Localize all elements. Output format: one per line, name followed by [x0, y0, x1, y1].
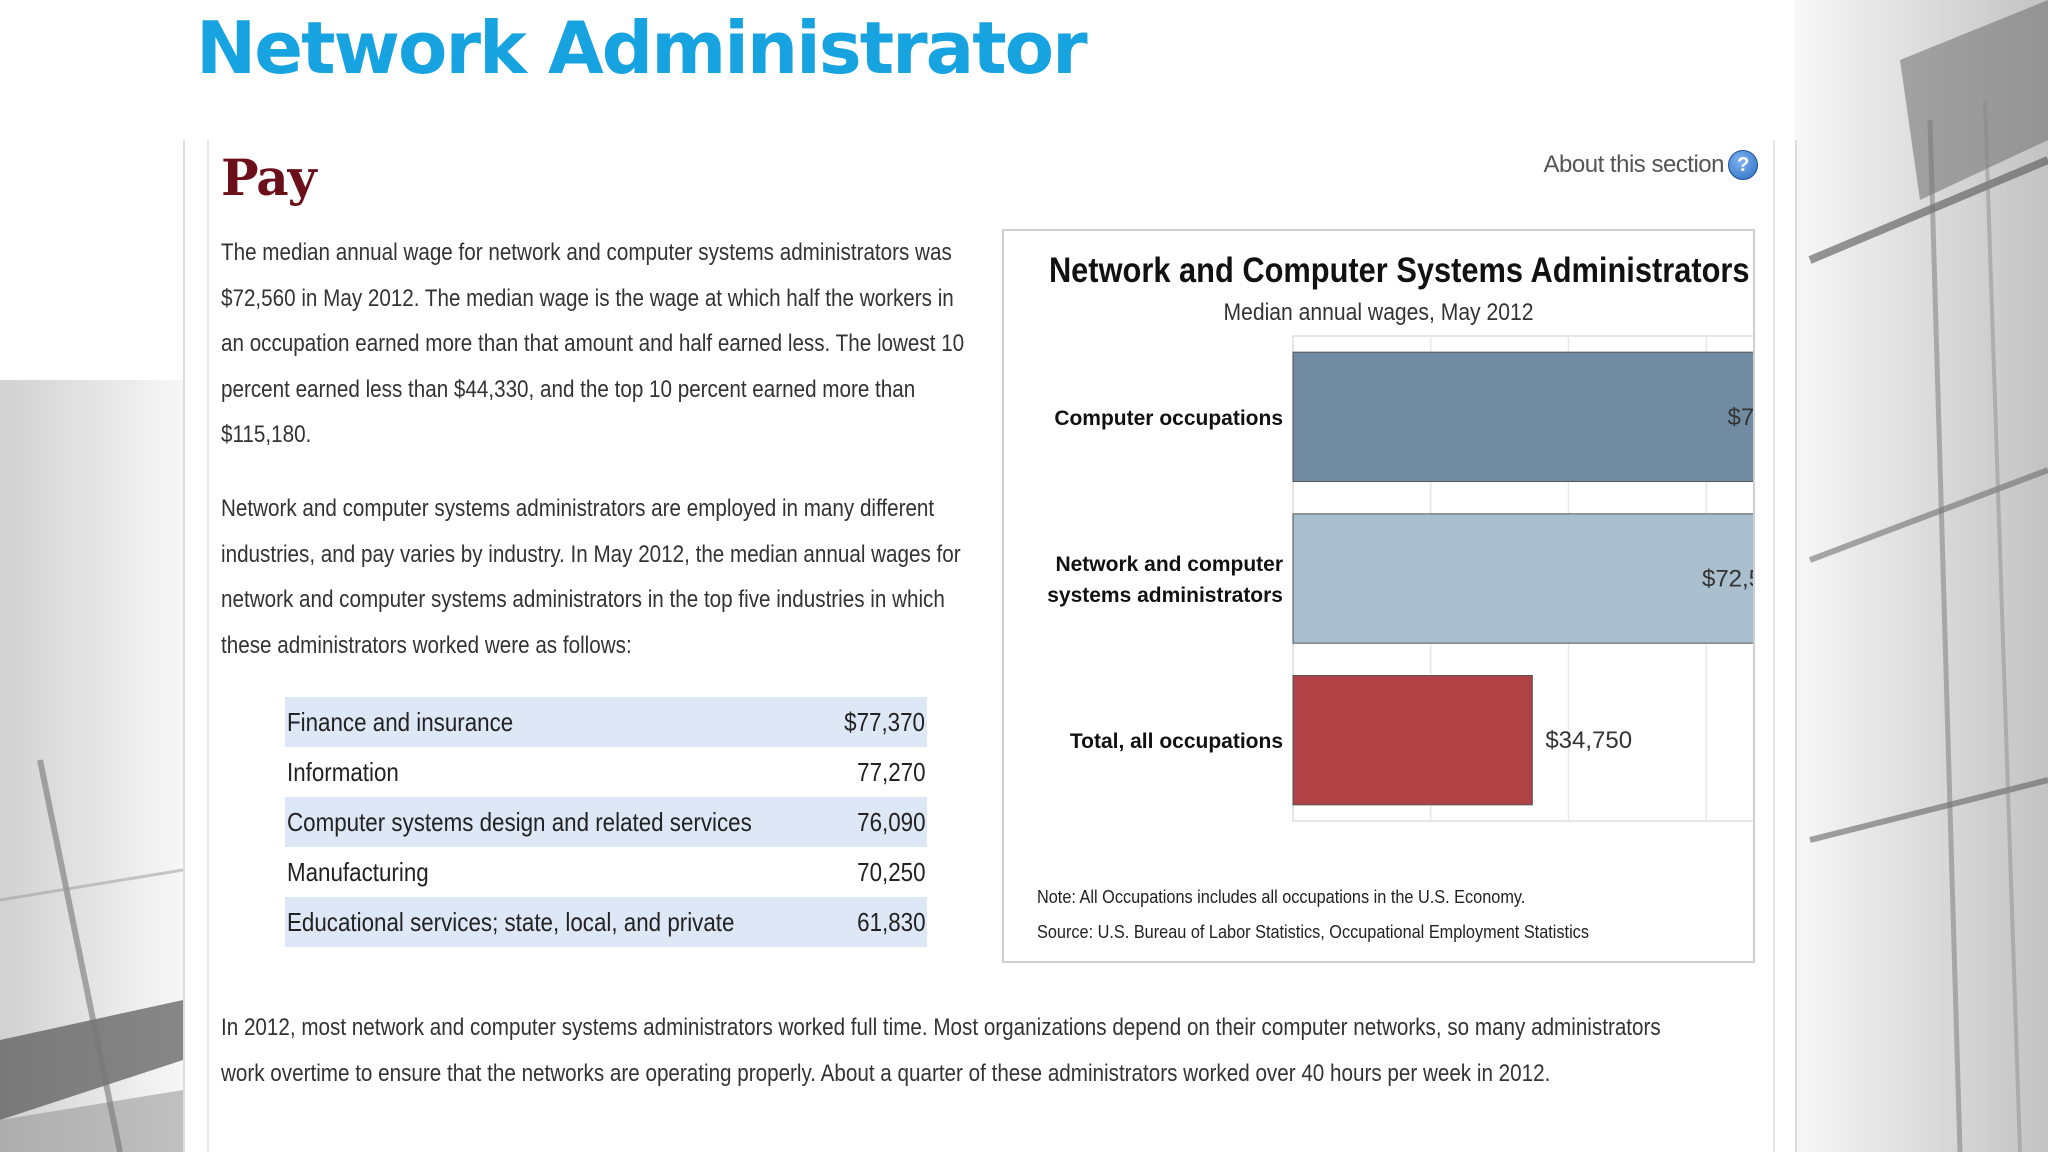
- wage-paragraph: The median annual wage for network and c…: [221, 239, 965, 448]
- table-row: Finance and insurance $77,370: [285, 697, 928, 747]
- industry-cell: Finance and insurance: [285, 697, 830, 747]
- bar: [1292, 675, 1533, 806]
- bar-value-label: $76,270: [1728, 404, 1753, 431]
- wage-cell: $77,370: [829, 697, 928, 747]
- wage-cell: 76,090: [829, 797, 928, 847]
- industry-cell: Computer systems design and related serv…: [285, 797, 830, 847]
- bar-value-label: $34,750: [1545, 727, 1632, 754]
- panel-border: [207, 140, 1775, 1152]
- category-label: Total, all occupations: [1070, 730, 1283, 753]
- wage-chart: Network and Computer Systems Administrat…: [1002, 229, 1755, 963]
- industry-cell: Information: [287, 756, 399, 787]
- industry-cell: Manufacturing: [287, 856, 429, 887]
- wage-cell: 77,270: [857, 756, 926, 787]
- hours-paragraph: In 2012, most network and computer syste…: [221, 1014, 1661, 1087]
- category-label: Network and computer: [1055, 553, 1283, 576]
- industry-paragraph: Network and computer systems administrat…: [221, 495, 961, 659]
- category-label: systems administrators: [1047, 584, 1283, 607]
- wage-cell: 61,830: [829, 897, 928, 947]
- bar-value-label: $72,560: [1702, 566, 1753, 593]
- section-heading: Pay: [221, 148, 317, 207]
- bar: [1292, 351, 1753, 482]
- chart-subtitle: Median annual wages, May 2012: [1223, 299, 1534, 326]
- chart-source: Source: U.S. Bureau of Labor Statistics,…: [1037, 921, 1589, 942]
- wage-cell: 70,250: [857, 856, 926, 887]
- table-row: Manufacturing 70,250: [285, 847, 927, 897]
- chart-title: Network and Computer Systems Administrat…: [1048, 251, 1750, 290]
- chart-note: Note: All Occupations includes all occup…: [1037, 886, 1526, 907]
- question-mark-icon[interactable]: ?: [1728, 150, 1758, 180]
- industry-cell: Educational services; state, local, and …: [285, 897, 830, 947]
- bar: [1292, 513, 1753, 644]
- bar-chart-plot: $76,270 Computer occupations $72,560 Networ…: [1047, 335, 1753, 822]
- industry-wage-table: Finance and insurance $77,370 Informatio…: [285, 697, 928, 947]
- slide-title: Network Administrator: [196, 6, 1088, 90]
- category-label: Computer occupations: [1054, 407, 1283, 430]
- about-section-label: About this section: [1543, 151, 1725, 178]
- table-row: Information 77,270: [285, 747, 927, 797]
- table-row: Computer systems design and related serv…: [285, 797, 928, 847]
- table-row: Educational services; state, local, and …: [285, 897, 928, 947]
- about-section-link[interactable]: About this section ?: [1544, 150, 1758, 180]
